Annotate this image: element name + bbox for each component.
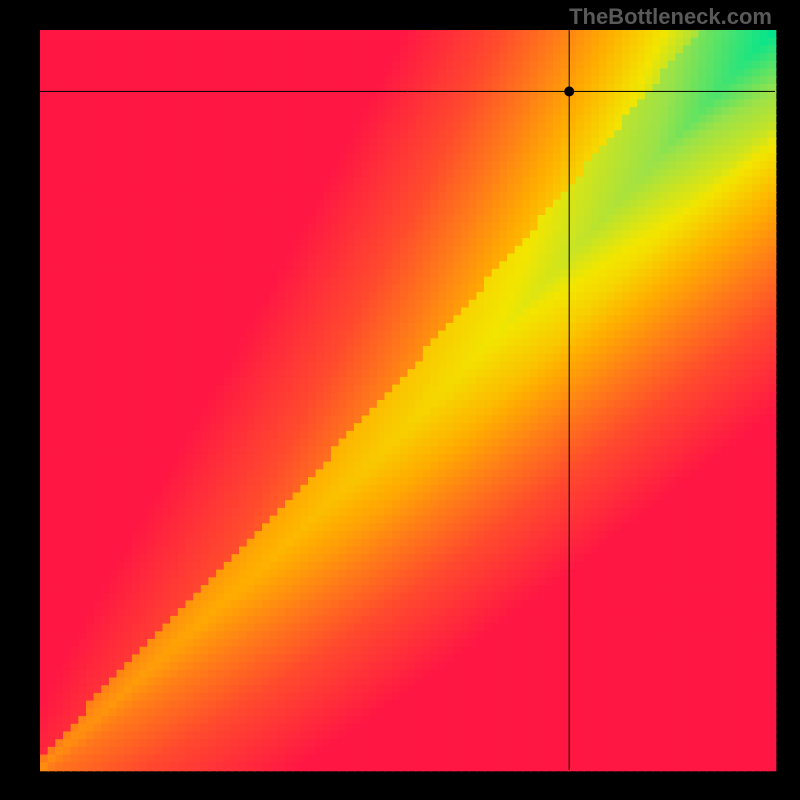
heatmap-canvas [0,0,800,800]
watermark-label: TheBottleneck.com [569,4,772,30]
